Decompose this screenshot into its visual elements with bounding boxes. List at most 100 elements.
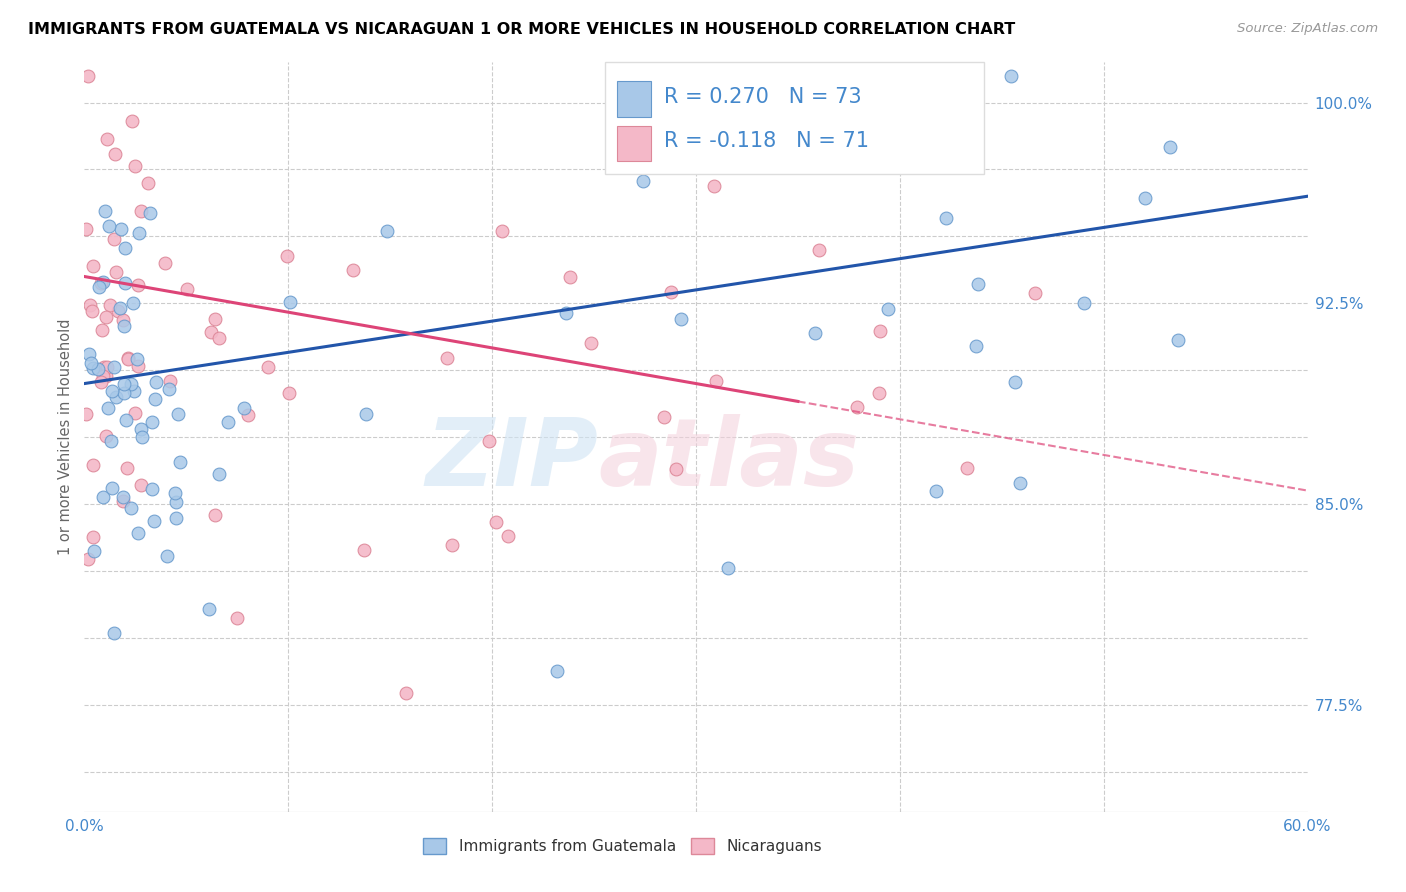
Point — [965, 339, 987, 353]
Point — [669, 311, 692, 326]
Point — [704, 374, 727, 388]
Point — [91, 275, 114, 289]
Point — [90, 323, 112, 337]
Point — [555, 306, 578, 320]
Point — [868, 386, 890, 401]
Point — [112, 377, 135, 392]
Point — [208, 467, 231, 481]
Point — [100, 481, 122, 495]
Text: Source: ZipAtlas.com: Source: ZipAtlas.com — [1237, 22, 1378, 36]
Point — [114, 412, 136, 426]
Point — [98, 298, 121, 312]
Point — [100, 434, 122, 448]
Point — [356, 407, 378, 421]
Point — [129, 422, 152, 436]
Point — [96, 131, 118, 145]
Point — [129, 203, 152, 218]
Point — [125, 351, 148, 366]
Point — [375, 224, 398, 238]
Point — [1000, 69, 1022, 83]
Point — [703, 179, 725, 194]
Point — [101, 384, 124, 398]
Point — [97, 401, 120, 416]
Point — [876, 301, 898, 316]
Point — [120, 377, 142, 392]
Point — [98, 219, 121, 234]
Point — [103, 626, 125, 640]
Point — [141, 482, 163, 496]
Point — [277, 385, 299, 400]
Point — [156, 549, 179, 564]
Point — [204, 508, 226, 522]
Point — [87, 280, 110, 294]
Point — [103, 360, 125, 375]
Point — [200, 325, 222, 339]
Point — [139, 206, 162, 220]
Point — [1159, 140, 1181, 154]
Point — [176, 282, 198, 296]
Point — [717, 561, 740, 575]
Point — [124, 405, 146, 419]
Point — [1024, 286, 1046, 301]
Point — [90, 276, 112, 290]
Point — [117, 351, 139, 365]
Point — [208, 331, 231, 345]
Point — [131, 430, 153, 444]
Point — [96, 369, 118, 384]
Point — [82, 458, 104, 472]
Point — [82, 260, 104, 274]
Point — [145, 392, 167, 407]
Point — [935, 211, 957, 226]
Point — [127, 277, 149, 292]
Point — [967, 277, 990, 291]
Point — [342, 263, 364, 277]
Point — [165, 485, 187, 500]
Point — [546, 664, 568, 678]
Point — [128, 226, 150, 240]
Point — [217, 415, 239, 429]
Point — [353, 543, 375, 558]
Point — [478, 434, 501, 448]
Point — [491, 224, 513, 238]
Point — [631, 174, 654, 188]
Point — [166, 407, 188, 421]
Point — [93, 360, 115, 375]
Point — [579, 336, 602, 351]
Text: IMMIGRANTS FROM GUATEMALA VS NICARAGUAN 1 OR MORE VEHICLES IN HOUSEHOLD CORRELAT: IMMIGRANTS FROM GUATEMALA VS NICARAGUAN … — [28, 22, 1015, 37]
Point — [110, 222, 132, 236]
Point — [278, 295, 301, 310]
Point — [122, 295, 145, 310]
Point — [122, 384, 145, 398]
Point — [225, 611, 247, 625]
Point — [395, 686, 418, 700]
Point — [143, 514, 166, 528]
Point — [93, 368, 115, 383]
Point — [117, 460, 139, 475]
Point — [956, 461, 979, 475]
Point — [87, 362, 110, 376]
Point — [1004, 375, 1026, 389]
Point — [665, 462, 688, 476]
Text: R = -0.118   N = 71: R = -0.118 N = 71 — [664, 131, 869, 151]
Point — [807, 243, 830, 257]
Point — [111, 493, 134, 508]
Point — [112, 385, 135, 400]
Point — [94, 204, 117, 219]
Point — [90, 376, 112, 390]
Point — [108, 301, 131, 316]
Point — [141, 416, 163, 430]
Point — [114, 276, 136, 290]
Point — [485, 515, 508, 529]
Point — [107, 303, 129, 318]
Point — [558, 269, 581, 284]
Point — [145, 375, 167, 389]
Point — [80, 356, 103, 370]
Point — [257, 360, 280, 375]
Point — [204, 311, 226, 326]
Point — [104, 265, 127, 279]
Y-axis label: 1 or more Vehicles in Household: 1 or more Vehicles in Household — [58, 318, 73, 556]
Point — [111, 313, 134, 327]
Point — [112, 319, 135, 334]
Point — [804, 326, 827, 340]
Point — [159, 374, 181, 388]
